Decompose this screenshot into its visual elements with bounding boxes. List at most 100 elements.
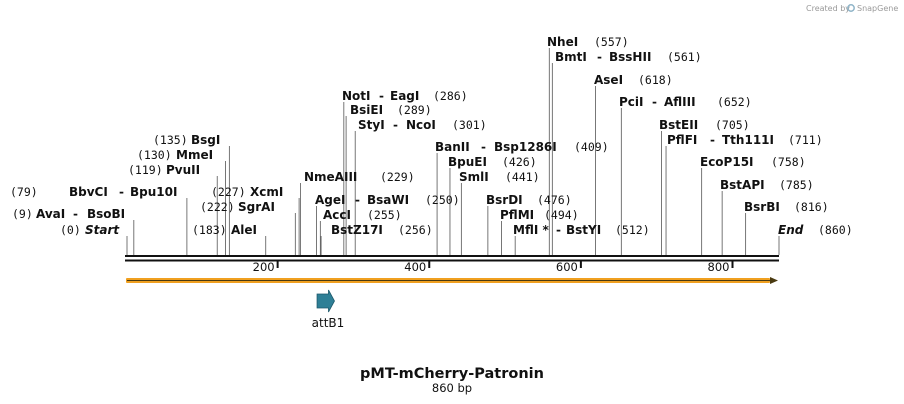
site-separator: - xyxy=(652,95,657,109)
site-stems xyxy=(126,48,780,255)
site-separator: - xyxy=(355,193,360,207)
site-name: XcmI xyxy=(250,185,283,199)
site-name-2: Bsp1286I xyxy=(494,140,557,154)
site-xcmi[interactable]: (227) XcmI xyxy=(211,185,283,199)
site-name: AleI xyxy=(231,223,257,237)
snapgene-logo-icon xyxy=(847,4,855,12)
site-position: (250) xyxy=(425,193,460,207)
site-bmti-bsshii[interactable]: BmtI - BssHII (561) xyxy=(555,50,702,64)
site-bstapi[interactable]: BstAPI (785) xyxy=(720,178,814,192)
site-position: (705) xyxy=(715,118,750,132)
site-acci[interactable]: AccI (255) xyxy=(323,208,402,222)
site-separator: - xyxy=(119,185,124,199)
site-name: BsrBI xyxy=(744,200,780,214)
site-bsgi[interactable]: (135) BsgI xyxy=(153,133,220,147)
site-name: SgrAI xyxy=(238,200,275,214)
site-position: (0) xyxy=(60,223,81,237)
site-name: BstEII xyxy=(659,118,698,132)
site-mmei[interactable]: (130) MmeI xyxy=(137,148,213,162)
site-separator: - xyxy=(73,207,78,221)
site-position: (711) xyxy=(788,133,823,147)
site-alei[interactable]: (183) AleI xyxy=(192,223,257,237)
feature-attb1[interactable]: attB1 xyxy=(312,289,345,330)
site-bsrbi[interactable]: BsrBI (816) xyxy=(744,200,829,214)
site-start[interactable]: (0) Start xyxy=(60,223,120,237)
site-sgrai[interactable]: (222) SgrAI xyxy=(200,200,275,214)
site-position: (9) xyxy=(12,207,33,221)
sequence-backbone xyxy=(125,255,779,262)
site-name-2: BstYI xyxy=(566,223,601,237)
site-noti-eagi[interactable]: NotI - EagI (286) xyxy=(342,89,468,103)
site-position: (119) xyxy=(128,163,163,177)
ruler: 200 400 600 800 xyxy=(253,260,734,274)
site-name: Start xyxy=(85,223,120,237)
site-position: (286) xyxy=(433,89,468,103)
site-mfli-bstyi[interactable]: MflI * - BstYI (512) xyxy=(513,223,650,237)
site-position: (512) xyxy=(615,223,650,237)
site-position: (494) xyxy=(544,208,579,222)
site-avai-bsobi[interactable]: (9) AvaI - BsoBI xyxy=(12,207,125,221)
site-bsrdi[interactable]: BsrDI (476) xyxy=(486,193,572,207)
snapgene-credit: Created by SnapGene xyxy=(806,4,898,13)
site-name: NmeAIII xyxy=(304,170,357,184)
site-name: BstAPI xyxy=(720,178,765,192)
site-name: BanII xyxy=(435,140,470,154)
site-name: End xyxy=(778,223,804,237)
site-bstz17i[interactable]: BstZ17I (256) xyxy=(331,223,433,237)
site-position: (183) xyxy=(192,223,227,237)
site-pvuii[interactable]: (119) PvuII xyxy=(128,163,200,177)
site-position: (426) xyxy=(502,155,537,169)
site-styi-ncoi[interactable]: StyI - NcoI (301) xyxy=(358,118,487,132)
credit-brand: SnapGene xyxy=(857,4,898,13)
site-position: (758) xyxy=(771,155,806,169)
site-end[interactable]: End (860) xyxy=(778,223,853,237)
site-position: (441) xyxy=(505,170,540,184)
site-banii-bsp1286i[interactable]: BanII - Bsp1286I (409) xyxy=(435,140,609,154)
site-name: AseI xyxy=(594,73,623,87)
site-separator: - xyxy=(597,50,602,64)
site-name: MflI * xyxy=(513,223,549,237)
site-agei-bsawi[interactable]: AgeI - BsaWI (250) xyxy=(315,193,460,207)
site-name-2: BsoBI xyxy=(87,207,125,221)
site-name: PflFI xyxy=(667,133,697,147)
site-name-2: EagI xyxy=(390,89,419,103)
site-position: (557) xyxy=(594,35,629,49)
orf-track xyxy=(126,277,778,284)
site-position: (227) xyxy=(211,185,246,199)
feature-label: attB1 xyxy=(312,316,345,330)
site-position: (229) xyxy=(380,170,415,184)
site-bbvci-bpu10i[interactable]: (79) BbvCI - Bpu10I xyxy=(10,185,177,199)
attb1-arrow xyxy=(316,289,335,313)
site-name: NotI xyxy=(342,89,371,103)
site-name: AccI xyxy=(323,208,351,222)
site-position: (255) xyxy=(367,208,402,222)
site-nhei[interactable]: NheI (557) xyxy=(547,35,629,49)
ruler-tick-label: 800 xyxy=(708,260,730,274)
site-bsiei[interactable]: BsiEI (289) xyxy=(350,103,432,117)
site-ecop15i[interactable]: EcoP15I (758) xyxy=(700,155,806,169)
site-separator: - xyxy=(556,223,561,237)
site-name-2: Bpu10I xyxy=(130,185,177,199)
site-bsteii[interactable]: BstEII (705) xyxy=(659,118,750,132)
site-position: (256) xyxy=(398,223,433,237)
site-name: BstZ17I xyxy=(331,223,383,237)
site-nmeaiii[interactable]: NmeAIII (229) xyxy=(304,170,415,184)
site-name: BsiEI xyxy=(350,103,383,117)
site-smli[interactable]: SmlI (441) xyxy=(459,170,540,184)
site-pcii-afliii[interactable]: PciI - AflIII (652) xyxy=(619,95,752,109)
site-pflfi-tth111i[interactable]: PflFI - Tth111I (711) xyxy=(667,133,823,147)
site-pflmi[interactable]: PflMI (494) xyxy=(500,208,579,222)
site-name-2: NcoI xyxy=(406,118,436,132)
map-title: pMT-mCherry-Patronin xyxy=(360,366,544,382)
site-separator: - xyxy=(393,118,398,132)
site-name: PflMI xyxy=(500,208,534,222)
site-name: BsgI xyxy=(191,133,220,147)
site-position: (222) xyxy=(200,200,235,214)
site-position: (79) xyxy=(10,185,38,199)
site-asei[interactable]: AseI (618) xyxy=(594,73,673,87)
site-position: (652) xyxy=(717,95,752,109)
ruler-tick-label: 400 xyxy=(404,260,426,274)
site-bpuei[interactable]: BpuEI (426) xyxy=(448,155,537,169)
site-separator: - xyxy=(710,133,715,147)
